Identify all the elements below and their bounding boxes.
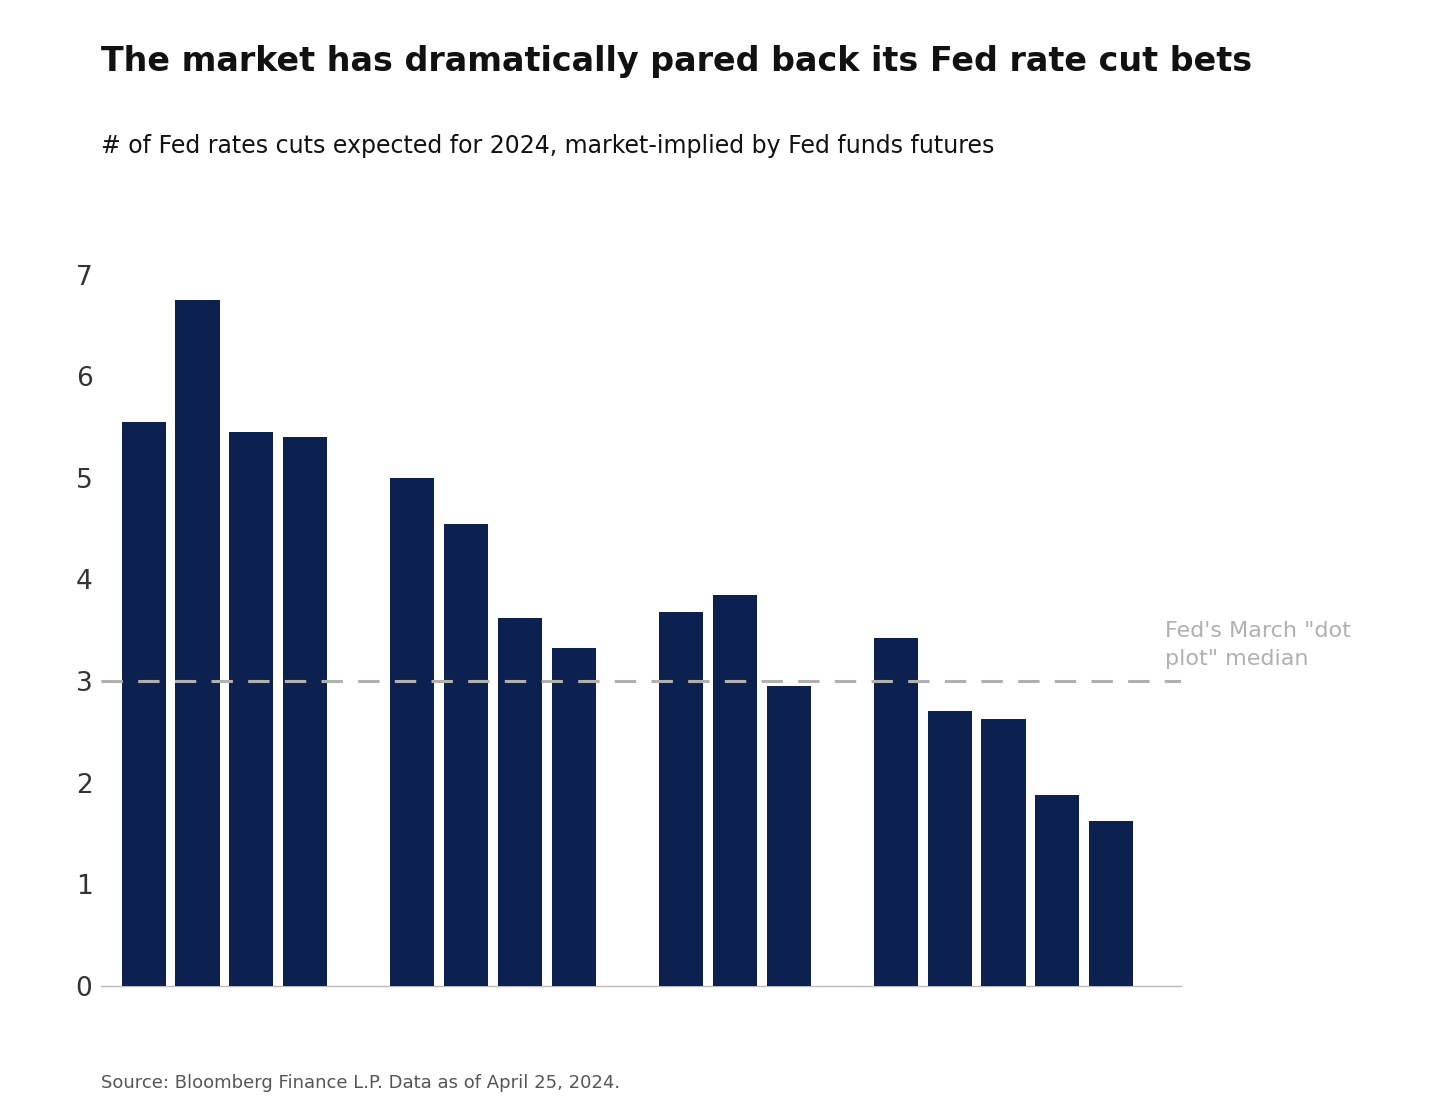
Text: Fed's March "dot
plot" median: Fed's March "dot plot" median <box>1165 622 1351 670</box>
Bar <box>229 432 274 986</box>
Bar <box>1035 795 1079 986</box>
Text: Source: Bloomberg Finance L.P. Data as of April 25, 2024.: Source: Bloomberg Finance L.P. Data as o… <box>101 1074 621 1092</box>
Bar <box>874 638 919 986</box>
Bar <box>660 612 703 986</box>
Bar <box>390 478 435 986</box>
Bar <box>927 711 972 986</box>
Bar <box>766 687 811 986</box>
Bar <box>282 437 327 986</box>
Bar <box>1089 821 1133 986</box>
Text: The market has dramatically pared back its Fed rate cut bets: The market has dramatically pared back i… <box>101 45 1251 77</box>
Bar <box>713 595 757 986</box>
Bar <box>498 618 541 986</box>
Bar <box>982 719 1025 986</box>
Bar <box>176 300 219 986</box>
Bar <box>444 523 488 986</box>
Bar <box>122 422 166 986</box>
Text: # of Fed rates cuts expected for 2024, market-implied by Fed funds futures: # of Fed rates cuts expected for 2024, m… <box>101 134 994 158</box>
Bar <box>552 648 596 986</box>
